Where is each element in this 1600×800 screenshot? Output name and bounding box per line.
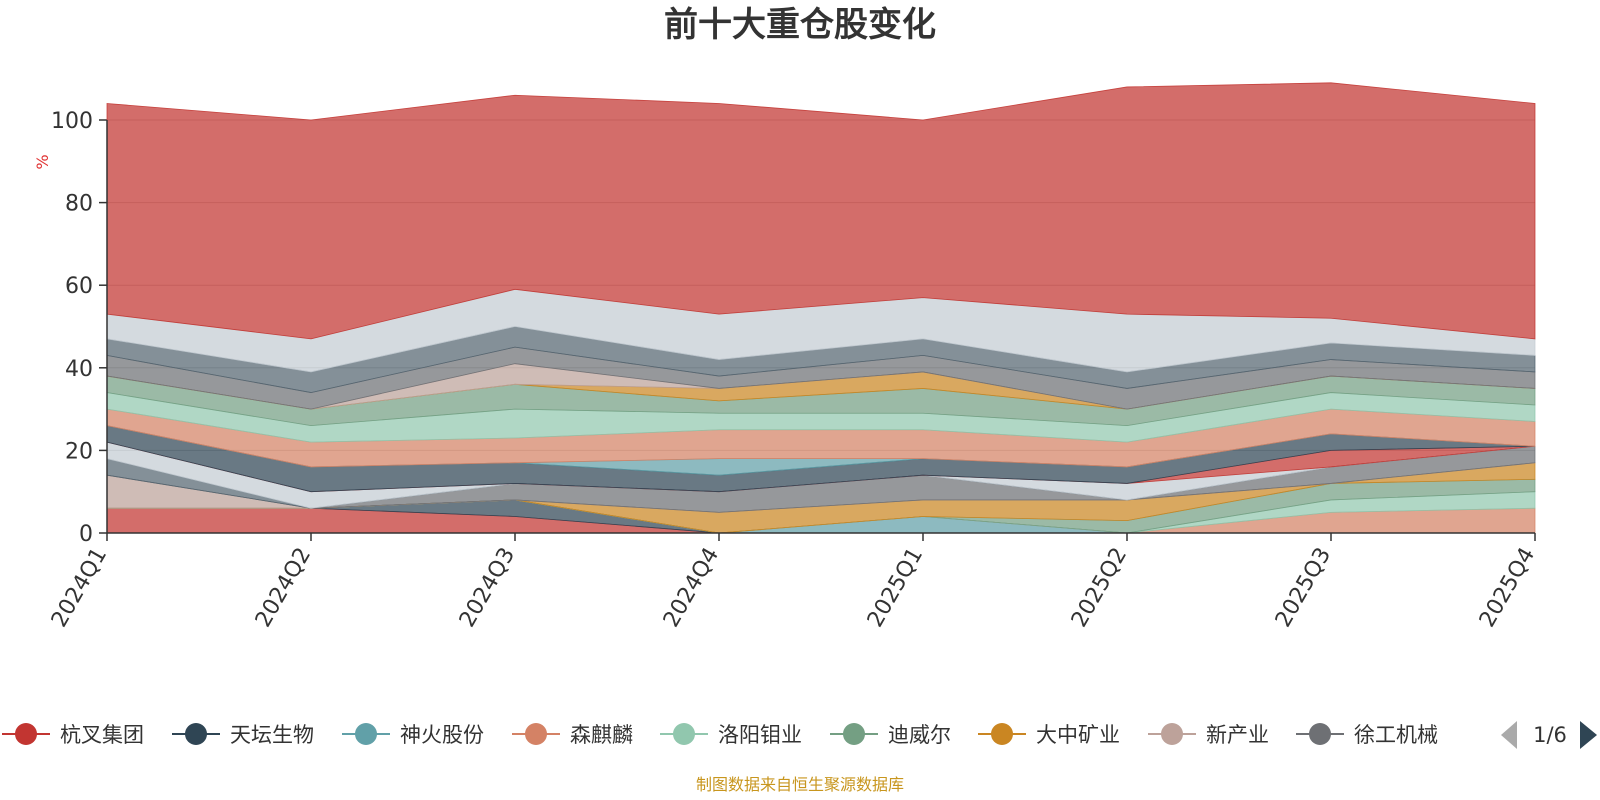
legend-marker xyxy=(185,723,207,745)
legend-label: 大中矿业 xyxy=(1036,723,1120,747)
data-source-note: 制图数据来自恒生聚源数据库 xyxy=(696,775,904,794)
legend-marker xyxy=(991,723,1013,745)
x-tick-label: 2024Q4 xyxy=(659,544,724,632)
x-tick-label: 2024Q2 xyxy=(251,544,316,632)
legend-label: 新产业 xyxy=(1206,723,1269,747)
legend-label: 森麒麟 xyxy=(570,723,633,747)
legend-item[interactable]: 神火股份 xyxy=(342,723,484,747)
legend-marker xyxy=(355,723,377,745)
x-tick-label: 2025Q1 xyxy=(863,544,928,632)
x-tick-label: 2024Q3 xyxy=(455,544,520,632)
legend-marker xyxy=(525,723,547,745)
legend-marker xyxy=(1309,723,1331,745)
legend-prev-page-icon[interactable] xyxy=(1501,721,1517,749)
y-tick-label: 40 xyxy=(65,357,93,382)
legend-item[interactable]: 杭叉集团 xyxy=(2,723,144,747)
legend-label: 洛阳钼业 xyxy=(718,723,802,747)
legend-item[interactable]: 新产业 xyxy=(1148,723,1269,747)
legend-item[interactable]: 天坛生物 xyxy=(172,723,314,747)
legend-item[interactable]: 徐工机械 xyxy=(1296,723,1438,747)
legend-label: 天坛生物 xyxy=(230,723,314,747)
y-tick-label: 0 xyxy=(79,522,93,547)
legend-label: 神火股份 xyxy=(400,723,484,747)
legend-items: 杭叉集团 天坛生物 神火股份 森麒麟 洛阳钼业 迪威尔 大中矿业 新产业 徐工机械 xyxy=(2,723,1438,747)
plot-area: 0 20 40 60 80 100 2024Q1 2024Q2 2024Q3 2024Q4 2025… xyxy=(47,82,1540,632)
x-tick-label: 2025Q4 xyxy=(1475,544,1540,632)
x-tick-label: 2025Q3 xyxy=(1271,544,1336,632)
legend-label: 迪威尔 xyxy=(888,723,951,747)
legend: 杭叉集团 天坛生物 神火股份 森麒麟 洛阳钼业 迪威尔 大中矿业 新产业 徐工机械 1/6 xyxy=(2,721,1597,749)
legend-marker xyxy=(673,723,695,745)
legend-item[interactable]: 洛阳钼业 xyxy=(660,723,802,747)
x-tick-label: 2025Q2 xyxy=(1067,544,1132,632)
legend-label: 杭叉集团 xyxy=(60,723,144,747)
legend-item[interactable]: 迪威尔 xyxy=(830,723,951,747)
chart-title: 前十大重仓股变化 xyxy=(664,5,936,45)
legend-marker xyxy=(843,723,865,745)
y-tick-label: 60 xyxy=(65,274,93,299)
legend-marker xyxy=(1161,723,1183,745)
y-tick-label: 20 xyxy=(65,439,93,464)
y-tick-label: 80 xyxy=(65,192,93,217)
y-tick-label: 100 xyxy=(51,109,93,134)
legend-marker xyxy=(15,723,37,745)
legend-item[interactable]: 大中矿业 xyxy=(978,723,1120,747)
x-tick-label: 2024Q1 xyxy=(47,544,112,632)
legend-item[interactable]: 森麒麟 xyxy=(512,723,633,747)
legend-label: 徐工机械 xyxy=(1354,723,1438,747)
y-axis-unit: % xyxy=(33,154,52,169)
legend-page-indicator: 1/6 xyxy=(1533,723,1567,747)
legend-next-page-icon[interactable] xyxy=(1580,721,1597,749)
area-series-s23 xyxy=(106,82,1536,340)
